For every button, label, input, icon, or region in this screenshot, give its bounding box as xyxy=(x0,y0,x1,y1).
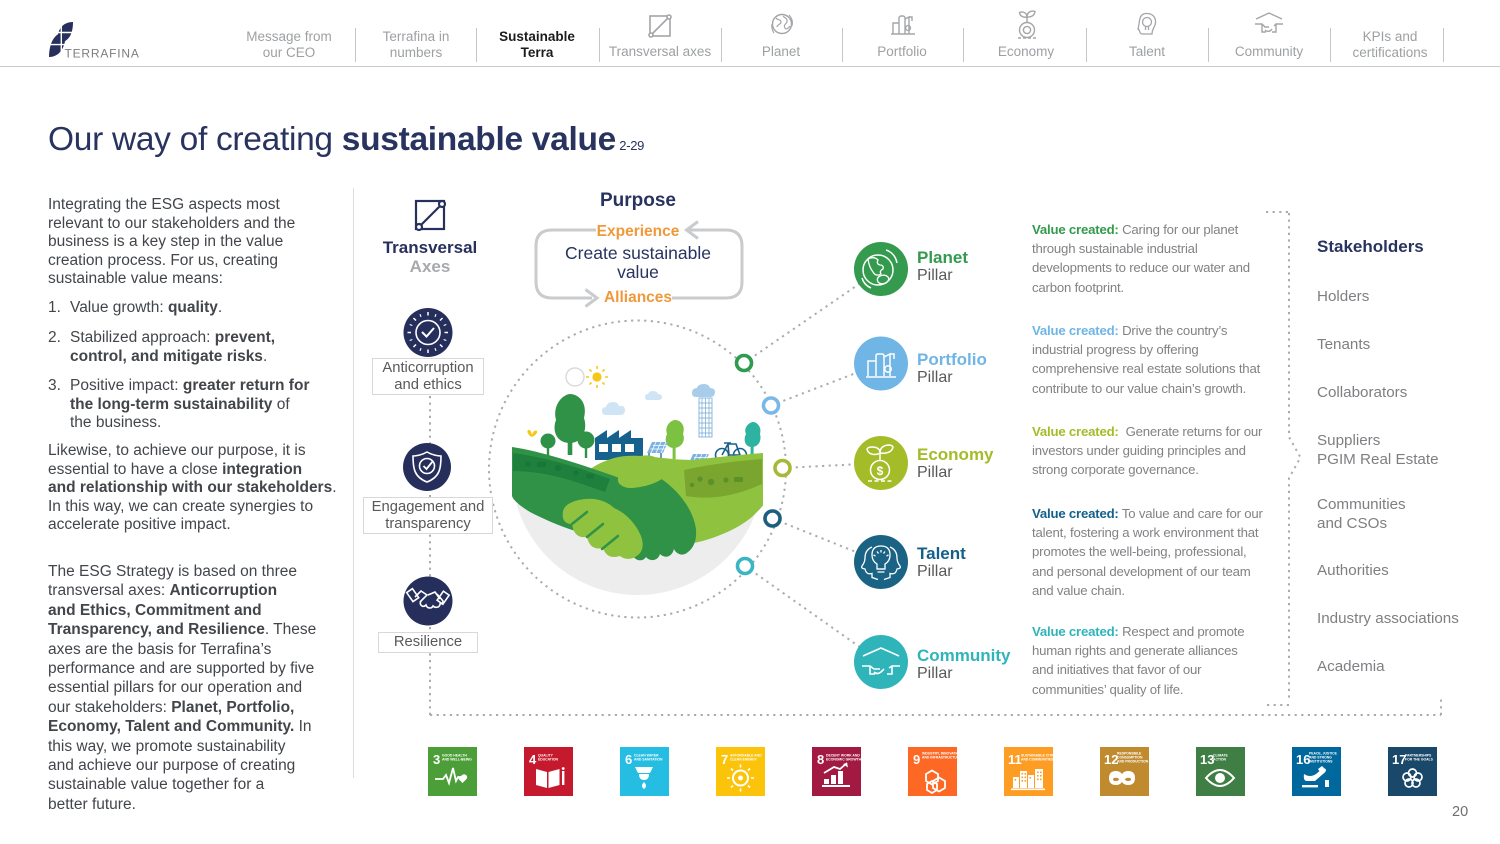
svg-text:CLEAN ENERGY: CLEAN ENERGY xyxy=(730,758,758,762)
svg-text:3: 3 xyxy=(433,752,440,767)
svg-text:9: 9 xyxy=(913,752,920,767)
svg-text:PEACE, JUSTICE: PEACE, JUSTICE xyxy=(1309,752,1338,756)
svg-text:TERRAFINA: TERRAFINA xyxy=(65,47,140,61)
svg-text:AND INFRASTRUCTURE: AND INFRASTRUCTURE xyxy=(922,756,962,760)
svg-text:GOOD HEALTH: GOOD HEALTH xyxy=(442,754,467,758)
svg-text:17: 17 xyxy=(1392,752,1406,767)
svg-text:RESPONSIBLE: RESPONSIBLE xyxy=(1117,752,1142,756)
svg-text:13: 13 xyxy=(1200,752,1214,767)
svg-text:QUALITY: QUALITY xyxy=(538,754,554,758)
svg-text:8: 8 xyxy=(817,752,824,767)
svg-text:AND SANITATION: AND SANITATION xyxy=(634,758,663,762)
svg-text:$: $ xyxy=(877,464,884,478)
svg-text:6: 6 xyxy=(625,752,632,767)
svg-text:AND STRONG: AND STRONG xyxy=(1309,756,1332,760)
svg-text:INSTITUTIONS: INSTITUTIONS xyxy=(1309,760,1333,764)
svg-text:AFFORDABLE AND: AFFORDABLE AND xyxy=(730,754,762,758)
svg-text:7: 7 xyxy=(721,752,728,767)
svg-text:FOR THE GOALS: FOR THE GOALS xyxy=(1405,758,1434,762)
svg-text:AND COMMUNITIES: AND COMMUNITIES xyxy=(1021,758,1054,762)
svg-text:16: 16 xyxy=(1296,752,1310,767)
svg-text:EDUCATION: EDUCATION xyxy=(538,758,558,762)
svg-text:CONSUMPTION: CONSUMPTION xyxy=(1117,756,1143,760)
svg-text:4: 4 xyxy=(529,752,537,767)
svg-text:AND PRODUCTION: AND PRODUCTION xyxy=(1117,760,1149,764)
svg-text:DECENT WORK AND: DECENT WORK AND xyxy=(826,754,860,758)
svg-text:INDUSTRY, INNOVATION: INDUSTRY, INNOVATION xyxy=(922,752,962,756)
svg-text:ECONOMIC GROWTH: ECONOMIC GROWTH xyxy=(826,758,862,762)
svg-text:SUSTAINABLE CITIES: SUSTAINABLE CITIES xyxy=(1021,754,1057,758)
svg-text:12: 12 xyxy=(1104,752,1118,767)
svg-text:PARTNERSHIPS: PARTNERSHIPS xyxy=(1405,754,1432,758)
svg-text:ACTION: ACTION xyxy=(1213,758,1227,762)
svg-text:CLIMATE: CLIMATE xyxy=(1213,754,1229,758)
svg-text:CLEAN WATER: CLEAN WATER xyxy=(634,754,659,758)
svg-text:11: 11 xyxy=(1008,752,1022,767)
svg-text:AND WELL-BEING: AND WELL-BEING xyxy=(442,758,472,762)
